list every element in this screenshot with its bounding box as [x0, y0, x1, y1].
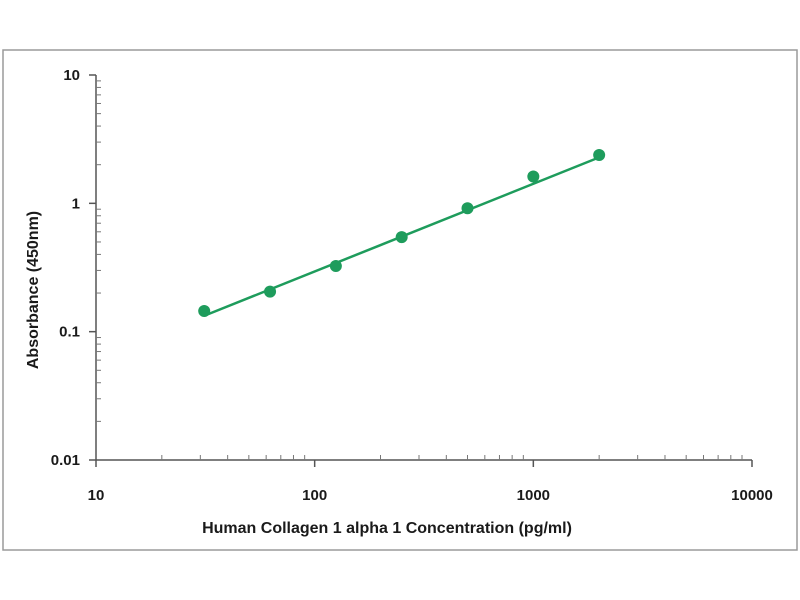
- data-point: [264, 285, 277, 298]
- y-tick-label: 10: [63, 67, 80, 84]
- data-point: [395, 231, 408, 244]
- minor-ticks: [96, 80, 743, 460]
- y-tick-label: 0.01: [51, 452, 80, 469]
- x-tick-label: 10: [88, 487, 105, 504]
- axes: [95, 75, 752, 461]
- x-tick-label: 10000: [731, 487, 773, 504]
- data-points: [198, 149, 606, 317]
- y-tick-label: 0.1: [59, 324, 80, 341]
- y-tick-label: 1: [72, 195, 80, 212]
- x-tick-label: 100: [302, 487, 327, 504]
- data-point: [593, 149, 606, 162]
- data-point: [461, 202, 474, 215]
- x-tick-labels: 10 100 1000 10000: [88, 487, 773, 504]
- y-tick-labels: 0.01 0.1 1 10: [51, 67, 80, 469]
- y-axis-title: Absorbance (450nm): [25, 211, 42, 369]
- data-point: [527, 170, 540, 183]
- x-tick-label: 1000: [517, 487, 550, 504]
- x-axis-title: Human Collagen 1 alpha 1 Concentration (…: [202, 520, 572, 537]
- major-ticks: [89, 74, 753, 467]
- data-point: [198, 304, 211, 317]
- chart-frame: [2, 49, 798, 551]
- data-point: [329, 259, 342, 272]
